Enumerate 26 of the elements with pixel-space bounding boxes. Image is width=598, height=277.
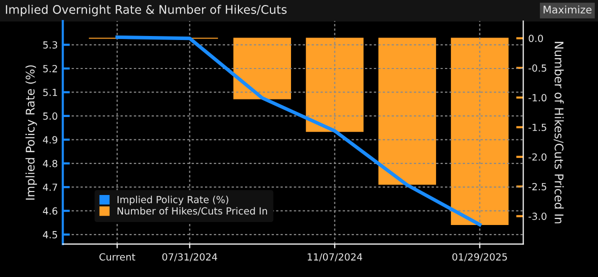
y-axis-title: Implied Policy Rate (%) (25, 65, 37, 200)
y2-tick-label: -0.5 (528, 64, 546, 72)
y2-tick-label: -1.0 (528, 94, 546, 102)
legend-label: Implied Policy Rate (%) (118, 196, 228, 206)
y2-tick-label: -2.0 (528, 153, 546, 161)
y2-tick-label: -2.5 (528, 182, 546, 190)
y-tick-label: 4.6 (42, 207, 58, 215)
y-tick-label: 5.1 (43, 88, 58, 96)
y-tick-label: 5.2 (43, 64, 57, 72)
legend-label: Number of Hikes/Cuts Priced In (118, 207, 267, 216)
x-tick-label: Current (99, 253, 136, 261)
x-tick-label: 07/31/2024 (162, 253, 218, 262)
y2-axis-title: Number of Hikes/Cuts Priced In (554, 42, 564, 224)
y-tick-label: 4.8 (42, 160, 58, 168)
chart-title: Implied Overnight Rate & Number of Hikes/Cuts (6, 4, 287, 16)
y2-tick-label: -1.5 (528, 124, 546, 132)
text: Maximize (544, 5, 592, 14)
y-tick-label: 4.5 (42, 231, 58, 238)
x-tick-label: 11/07/2024 (308, 253, 362, 262)
y2-tick-label: 0.0 (528, 34, 543, 42)
y-tick-label: 4.7 (42, 184, 58, 191)
x-tick-label: 01/29/2025 (452, 253, 507, 262)
y-tick-label: 4.9 (42, 136, 58, 144)
y2-tick-label: -3.0 (528, 212, 546, 220)
y-tick-label: 5.3 (43, 41, 58, 49)
y-tick-label: 5.0 (43, 112, 58, 120)
